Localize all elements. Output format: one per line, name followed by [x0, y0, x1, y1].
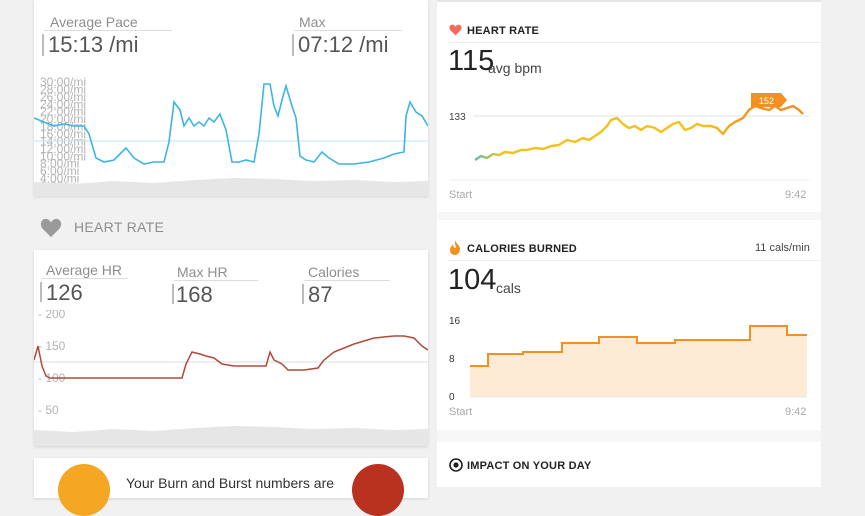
avg-pace-value: 15:13 /mi [48, 32, 139, 57]
pace-tick-label: 24:00/mi [40, 97, 86, 111]
hr-max-badge-label: 152 [759, 96, 774, 106]
avg-pace-bracket [42, 34, 44, 56]
pace-tick-label: 12:00/mi [40, 142, 86, 156]
pace-tick-label: 28:00/mi [40, 82, 86, 96]
avg-hr-value: 126 [46, 280, 83, 305]
burn-text: Your Burn and Burst numbers are [126, 475, 335, 491]
hr-widget-title: HEART RATE [467, 25, 540, 37]
max-hr-rule [174, 280, 258, 281]
pace-tick-label: 26:00/mi [40, 90, 86, 104]
calories-unit: cals [496, 280, 521, 296]
calories-step-line [470, 325, 807, 367]
pace-tick-label: 16:00/mi [40, 127, 86, 141]
hr-avg-value: 115 [448, 45, 495, 77]
calories-section-sep [437, 430, 821, 442]
right-top-edge [437, 0, 821, 2]
calories-bracket [302, 284, 304, 304]
pace-tick-label: 8:00/mi [40, 157, 79, 171]
hr-x-start-label: Start [449, 189, 473, 201]
max-pace-rule [294, 30, 402, 31]
hr-section-title: HEART RATE [74, 219, 165, 235]
hr-trend-chart: 133 152 Start [449, 93, 809, 181]
pace-tick-label: 10:00/mi [40, 149, 86, 163]
calories-value: 104 [448, 264, 497, 296]
pace-tick-label: 4:00/mi [40, 172, 79, 186]
max-pace-label: Max [299, 14, 326, 30]
pace-line [34, 83, 428, 165]
max-hr-label: Max HR [177, 264, 228, 280]
pace-tick-label: 22:00/mi [40, 105, 86, 119]
calories-widget-title: CALORIES BURNED [467, 243, 577, 255]
avg-pace-rule [44, 30, 172, 31]
hr-tick-label: - 50 [38, 403, 59, 417]
avg-hr-label: Average HR [46, 262, 123, 278]
max-pace-value: 07:12 /mi [298, 32, 389, 57]
calories-area [470, 326, 807, 397]
heart-icon [40, 218, 62, 238]
pace-axis-ticks: 30:00/mi28:00/mi26:00/mi24:00/mi22:00/mi… [40, 75, 86, 193]
calories-value: 87 [308, 282, 333, 307]
calories-tick-label: 8 [449, 354, 455, 365]
hr-max-badge: 152 [751, 93, 787, 107]
hr-trend-line [474, 104, 804, 161]
right-panel: HEART RATE 115 avg bpm 133 152 Start Sta… [437, 0, 821, 487]
pace-tick-label: 30:00/mi [40, 75, 86, 89]
impact-widget-title: IMPACT ON YOUR DAY [467, 460, 592, 472]
hr-avg-unit: avg bpm [488, 60, 542, 76]
hr-heart-icon [449, 24, 462, 36]
calories-divider [449, 260, 821, 261]
calories-rate: 11 cals/min [755, 242, 810, 254]
burn-card: Your Burn and Burst numbers are [34, 458, 428, 516]
hr-terrain [34, 426, 428, 446]
pace-tick-label: 6:00/mi [40, 164, 79, 178]
calories-tick-label: 0 [449, 392, 455, 402]
hr-ref-label: 133 [449, 112, 466, 123]
hr-line [34, 335, 428, 379]
burn-icon [58, 464, 110, 516]
pace-terrain [34, 178, 428, 196]
calories-rule [304, 280, 390, 281]
hr-x-end-label: 9:42 [785, 189, 807, 201]
avg-hr-bracket [40, 282, 42, 302]
target-icon [449, 458, 463, 472]
max-hr-value: 168 [176, 282, 213, 307]
calories-tick-label: 16 [449, 316, 461, 327]
max-hr-bracket [172, 284, 174, 304]
pace-tick-label: 18:00/mi [40, 120, 86, 134]
hr-divider [449, 42, 821, 43]
calories-x-start: Start [449, 406, 473, 418]
pace-card: Average Pace 15:13 /mi Max 07:12 /mi 30:… [34, 0, 428, 196]
hr-card: Average HR 126 Max HR 168 Calories 87 - … [34, 250, 428, 446]
pace-tick-label: 20:00/mi [40, 112, 86, 126]
hr-tick-label: - 200 [38, 310, 66, 321]
hr-section-header: HEART RATE [34, 212, 428, 240]
calories-label: Calories [308, 264, 360, 280]
calories-x-end: 9:42 [785, 406, 807, 418]
avg-pace-label: Average Pace [50, 14, 138, 30]
hr-tick-label: - 150 [38, 339, 66, 353]
hr-section-sep [437, 212, 821, 220]
pace-chart: 30:00/mi28:00/mi26:00/mi24:00/mi22:00/mi… [34, 75, 428, 196]
avg-hr-rule [42, 278, 128, 279]
flame-icon [450, 240, 460, 255]
max-pace-bracket [292, 34, 294, 56]
burst-icon [352, 464, 404, 516]
hr-chart: - 200- 150- 100- 50 [34, 310, 428, 446]
